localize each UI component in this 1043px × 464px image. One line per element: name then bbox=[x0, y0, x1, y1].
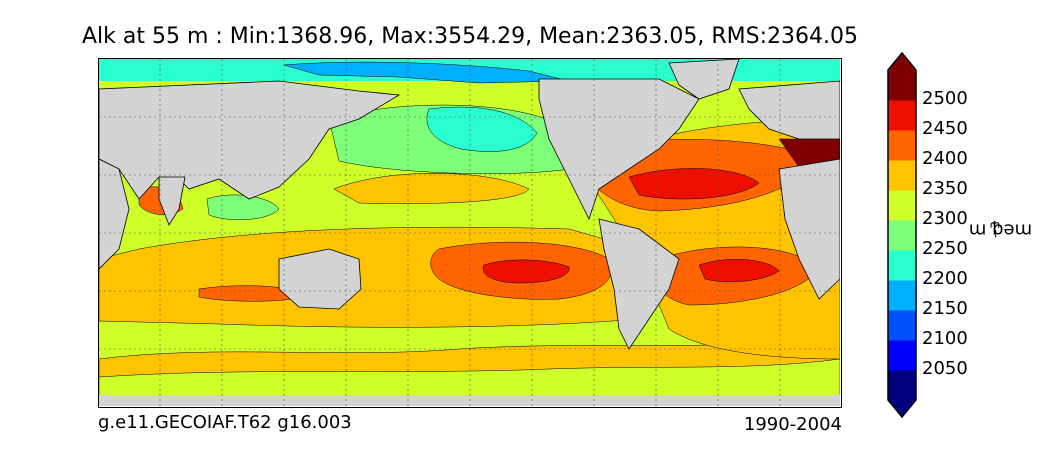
period-caption: 1990-2004 bbox=[743, 414, 842, 435]
colorbar-tick-label: 2150 bbox=[922, 298, 968, 319]
colorbar-tick-label: 2500 bbox=[922, 88, 968, 109]
colorbar-segment bbox=[888, 190, 916, 221]
ocean-alkalinity-map bbox=[98, 58, 842, 408]
maritime-low bbox=[206, 194, 280, 220]
colorbar-tick-label: 2300 bbox=[922, 208, 968, 229]
colorbar-tick-label: 2100 bbox=[922, 328, 968, 349]
colorbar-tick-label: 2450 bbox=[922, 118, 968, 139]
south-atlantic-max bbox=[698, 259, 780, 283]
colorbar bbox=[887, 52, 917, 418]
colorbar-segment bbox=[888, 70, 916, 101]
antarctic-strip bbox=[99, 395, 840, 406]
south-pacific-max bbox=[482, 259, 570, 284]
colorbar-unit-label: meq m −3 bbox=[968, 219, 1032, 241]
colorbar-segment bbox=[888, 310, 916, 341]
land bbox=[99, 59, 840, 350]
europe bbox=[738, 80, 840, 140]
north-pacific-low-2 bbox=[426, 106, 538, 152]
colorbar-tick-label: 2350 bbox=[922, 178, 968, 199]
colorbar-tick-label: 2250 bbox=[922, 238, 968, 259]
india bbox=[158, 176, 186, 226]
colorbar-tick-label: 2400 bbox=[922, 148, 968, 169]
greenland bbox=[668, 59, 740, 100]
colorbar-extend-max bbox=[888, 53, 916, 70]
south-america bbox=[598, 218, 680, 350]
model-caption: g.e11.GECOIAF.T62 g16.003 bbox=[98, 412, 352, 433]
colorbar-segment bbox=[888, 280, 916, 311]
north-america bbox=[538, 78, 700, 221]
colorbar-segment bbox=[888, 370, 916, 401]
colorbar-segment bbox=[888, 250, 916, 281]
africa-east bbox=[778, 158, 840, 300]
north-pacific-gyre bbox=[333, 173, 530, 204]
colorbar-extend-min bbox=[888, 400, 916, 417]
colorbar-segment bbox=[888, 130, 916, 161]
colorbar-segment bbox=[888, 220, 916, 251]
eurasia bbox=[99, 80, 401, 200]
north-atlantic-max bbox=[628, 168, 760, 200]
australia bbox=[278, 248, 362, 310]
colorbar-tick-label: 2200 bbox=[922, 268, 968, 289]
colorbar-outline bbox=[887, 52, 917, 418]
colorbar-segment bbox=[888, 340, 916, 371]
colorbar-tick-label: 2050 bbox=[922, 358, 968, 379]
colorbar-segment bbox=[888, 100, 916, 131]
colorbar-segment bbox=[888, 160, 916, 191]
chart-title: Alk at 55 m : Min:1368.96, Max:3554.29, … bbox=[81, 24, 858, 49]
graticule bbox=[99, 59, 840, 406]
africa bbox=[99, 158, 130, 270]
